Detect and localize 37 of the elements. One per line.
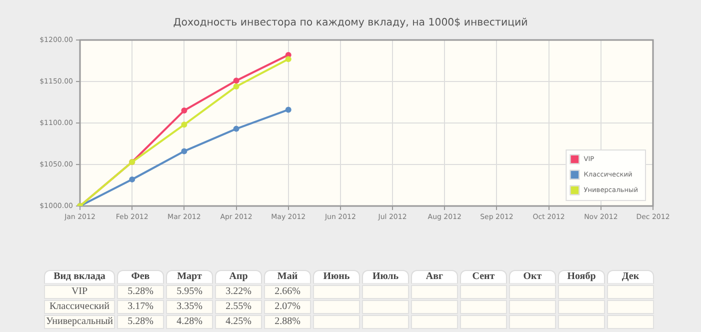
y-axis-title: Вид вклада <box>44 270 115 284</box>
data-label: 3.17% <box>117 300 164 314</box>
x-tick-label: Июнь <box>313 270 360 284</box>
data-label: 5.28% <box>117 285 164 299</box>
data-label: 5.28% <box>117 315 164 329</box>
point <box>285 56 292 62</box>
x-tick-label: Май <box>264 270 311 284</box>
y-tick-label: Классический <box>44 300 115 314</box>
y-tick-label: VIP <box>44 285 115 299</box>
data-label: 3.35% <box>166 300 213 314</box>
point <box>181 108 188 114</box>
x-tick-label: Авг <box>411 270 458 284</box>
x-tick-label: Сент <box>460 270 507 284</box>
data-label: 4.28% <box>166 315 213 329</box>
point <box>181 122 188 128</box>
x-tick-label: Дек <box>607 270 654 284</box>
data-label: 3.22% <box>215 285 262 299</box>
data-label: 2.07% <box>264 300 311 314</box>
x-tick-label: Окт <box>509 270 556 284</box>
point <box>233 83 240 90</box>
chart-title: Доходность инвестора по каждому вкладу, на 1000$ инвестиций <box>173 18 528 29</box>
point <box>233 126 240 132</box>
x-tick-label: Ноябр <box>558 270 605 284</box>
x-tick-label: Апр <box>215 270 262 284</box>
point <box>233 78 240 84</box>
data-label: 2.88% <box>264 315 311 329</box>
point <box>285 106 292 113</box>
x-tick-label: Фев <box>117 270 164 284</box>
x-tick-label: Март <box>166 270 213 284</box>
y-tick-label: Универсальный <box>44 315 115 329</box>
point <box>129 176 136 182</box>
x-tick-label: Июль <box>362 270 409 284</box>
data-label: 2.55% <box>215 300 262 314</box>
point <box>181 148 188 154</box>
data-label: 4.25% <box>215 315 262 329</box>
data-label: 5.95% <box>166 285 213 299</box>
data-label: 2.66% <box>264 285 311 299</box>
